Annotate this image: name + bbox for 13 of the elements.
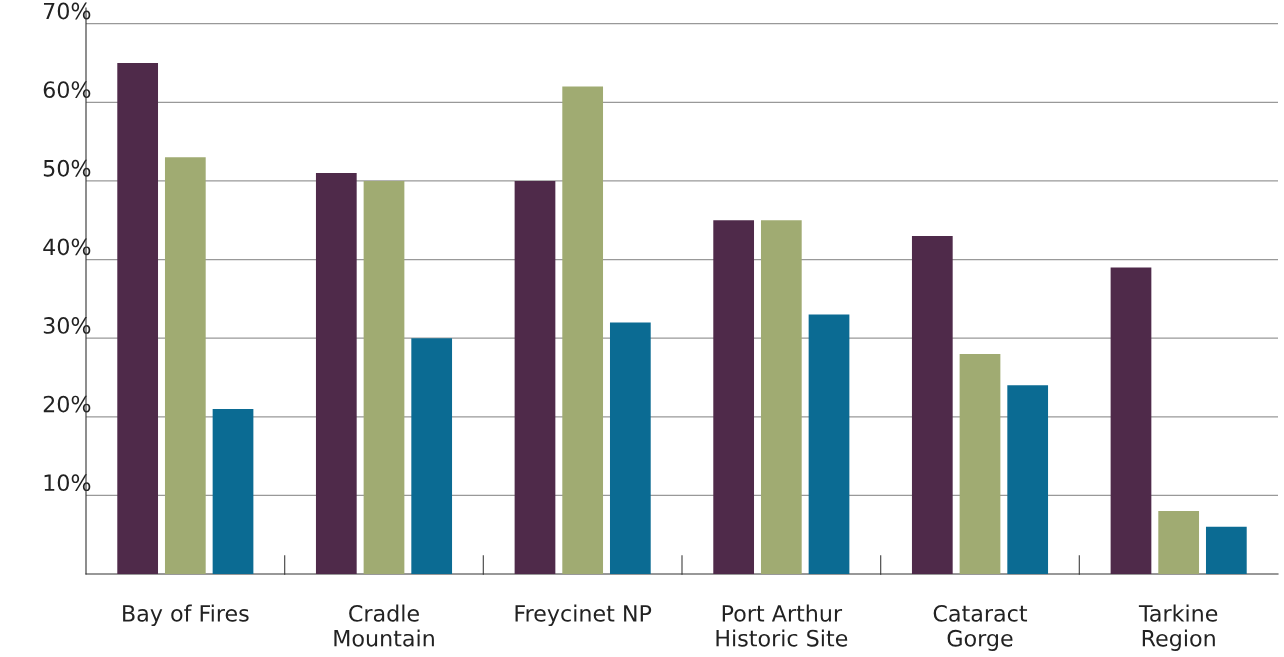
y-tick-label: 50% [43, 159, 91, 177]
y-tick-label: 70% [43, 2, 91, 20]
x-tick-label: Bay of Fires [123, 604, 249, 627]
y-tick-label: 30% [43, 317, 91, 334]
x-tick-label: Tarkine Region [1138, 604, 1218, 651]
x-tick-label: Freycinet NP [515, 604, 652, 627]
x-tick-label: Cradle Mountain [334, 604, 434, 647]
y-tick-label: 40% [43, 238, 91, 256]
y-tick-label: 10% [44, 474, 91, 492]
y-tick-label: 20% [43, 395, 91, 413]
x-tick-label: Cataract Gorge [933, 604, 1028, 651]
y-tick-label: 60% [43, 81, 91, 99]
x-tick-label: Port Arthur Historic Site [716, 604, 848, 647]
